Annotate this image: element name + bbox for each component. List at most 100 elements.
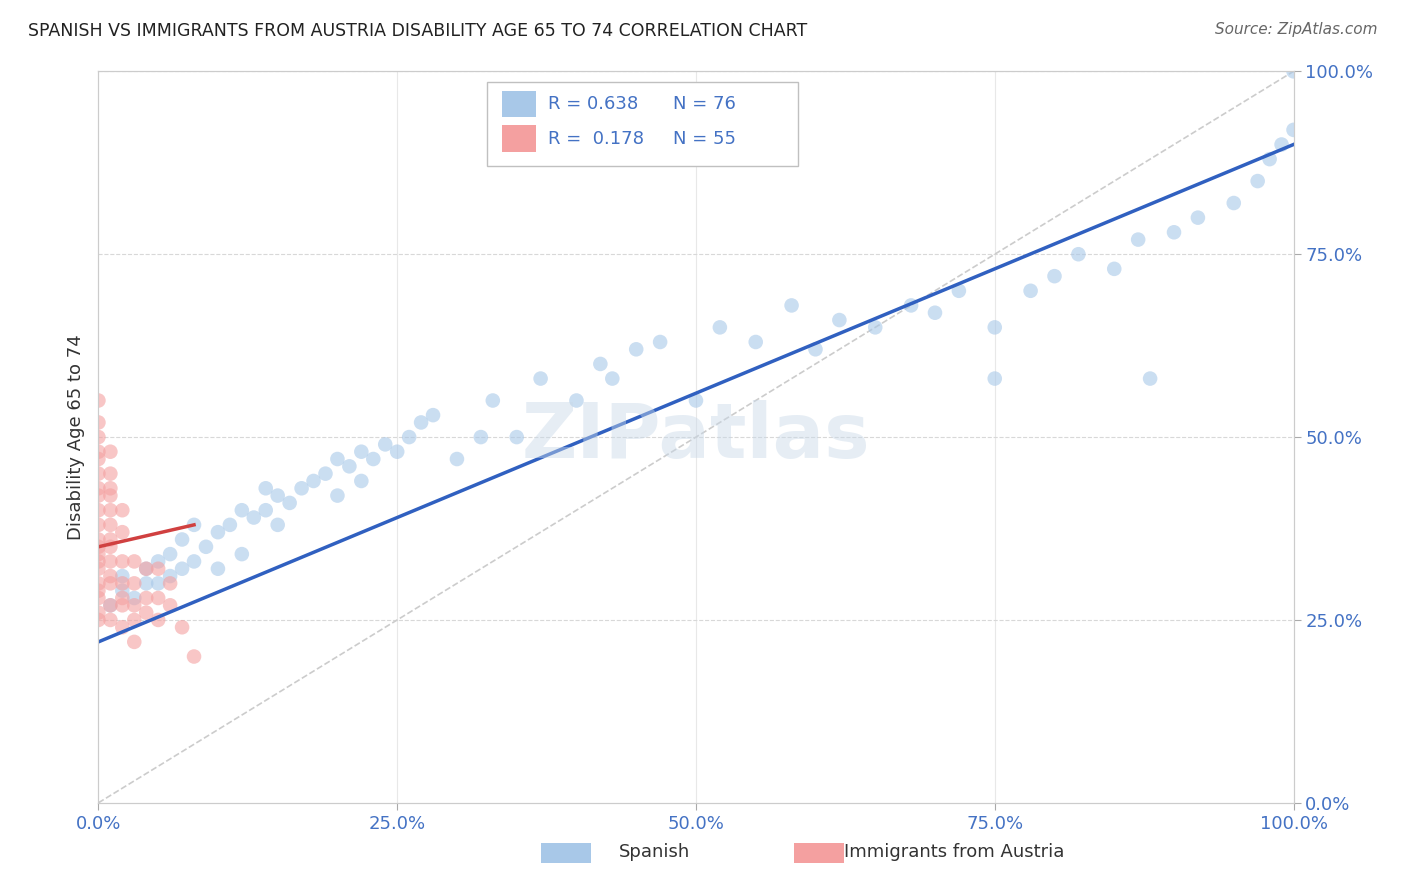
Point (124, 599, 146, 613)
Point (315, 467, 337, 481)
Point (87, 444, 110, 458)
Point (374, 437, 396, 451)
Point (98, 533, 122, 547)
Point (124, 613, 146, 627)
Text: R = 0.638: R = 0.638 (548, 95, 638, 113)
FancyBboxPatch shape (486, 82, 797, 167)
Point (148, 554, 170, 568)
Point (87, 517, 110, 532)
Text: Source: ZipAtlas.com: Source: ZipAtlas.com (1215, 22, 1378, 37)
Point (1104, 261, 1126, 276)
Text: ZIPatlas: ZIPatlas (522, 401, 870, 474)
Text: R =  0.178: R = 0.178 (548, 129, 644, 148)
Point (172, 562, 194, 576)
Point (111, 576, 134, 591)
Point (984, 371, 1007, 385)
Point (780, 298, 803, 312)
Point (98, 540, 122, 554)
Point (183, 517, 205, 532)
Point (804, 343, 827, 357)
Point (159, 547, 181, 561)
Point (326, 489, 349, 503)
Point (87, 481, 110, 495)
Point (111, 620, 134, 634)
Point (124, 591, 146, 605)
Point (506, 430, 529, 444)
Point (148, 576, 170, 591)
Point (530, 371, 553, 385)
Point (326, 452, 349, 467)
Point (98, 576, 122, 591)
Point (172, 620, 194, 634)
Point (87, 416, 110, 430)
Point (1223, 196, 1246, 211)
Point (87, 606, 110, 620)
Point (183, 554, 205, 568)
Point (1271, 137, 1294, 152)
Point (446, 452, 468, 467)
Point (98, 613, 122, 627)
Point (159, 599, 181, 613)
Point (626, 343, 648, 357)
Point (159, 569, 181, 583)
Point (1282, 64, 1305, 78)
Point (984, 320, 1007, 334)
Point (363, 452, 385, 467)
Text: Spanish: Spanish (619, 843, 690, 861)
Point (98, 489, 122, 503)
Point (219, 517, 242, 532)
Point (302, 474, 325, 488)
Point (865, 320, 887, 334)
Text: N = 76: N = 76 (673, 95, 737, 113)
Point (267, 517, 290, 532)
Point (183, 649, 205, 664)
Bar (502, 91, 536, 118)
Point (481, 393, 505, 408)
Point (948, 284, 970, 298)
Point (87, 452, 110, 467)
Point (98, 467, 122, 481)
Point (231, 547, 253, 561)
Point (124, 576, 146, 591)
Point (648, 334, 672, 349)
Point (111, 554, 134, 568)
Point (135, 576, 157, 591)
Point (745, 334, 768, 349)
Point (470, 430, 492, 444)
Point (87, 430, 110, 444)
Point (589, 357, 612, 371)
Point (828, 313, 851, 327)
Point (291, 481, 314, 495)
Point (98, 481, 122, 495)
Point (98, 599, 122, 613)
Point (350, 444, 373, 458)
Point (195, 540, 218, 554)
Point (135, 562, 157, 576)
Point (398, 430, 420, 444)
Point (135, 591, 157, 605)
Point (87, 540, 110, 554)
Point (87, 547, 110, 561)
Point (87, 562, 110, 576)
Point (350, 474, 373, 488)
Point (1128, 233, 1150, 247)
Point (87, 393, 110, 408)
Point (411, 416, 433, 430)
Point (124, 554, 146, 568)
Point (98, 444, 122, 458)
Point (385, 444, 409, 458)
Point (148, 613, 170, 627)
Point (207, 562, 229, 576)
Point (87, 554, 110, 568)
Point (111, 599, 134, 613)
Point (602, 371, 624, 385)
Point (124, 635, 146, 649)
Point (1067, 247, 1090, 261)
Point (207, 525, 229, 540)
Point (87, 503, 110, 517)
Point (1019, 284, 1042, 298)
Point (148, 562, 170, 576)
Point (709, 320, 731, 334)
Point (135, 562, 157, 576)
Point (159, 576, 181, 591)
